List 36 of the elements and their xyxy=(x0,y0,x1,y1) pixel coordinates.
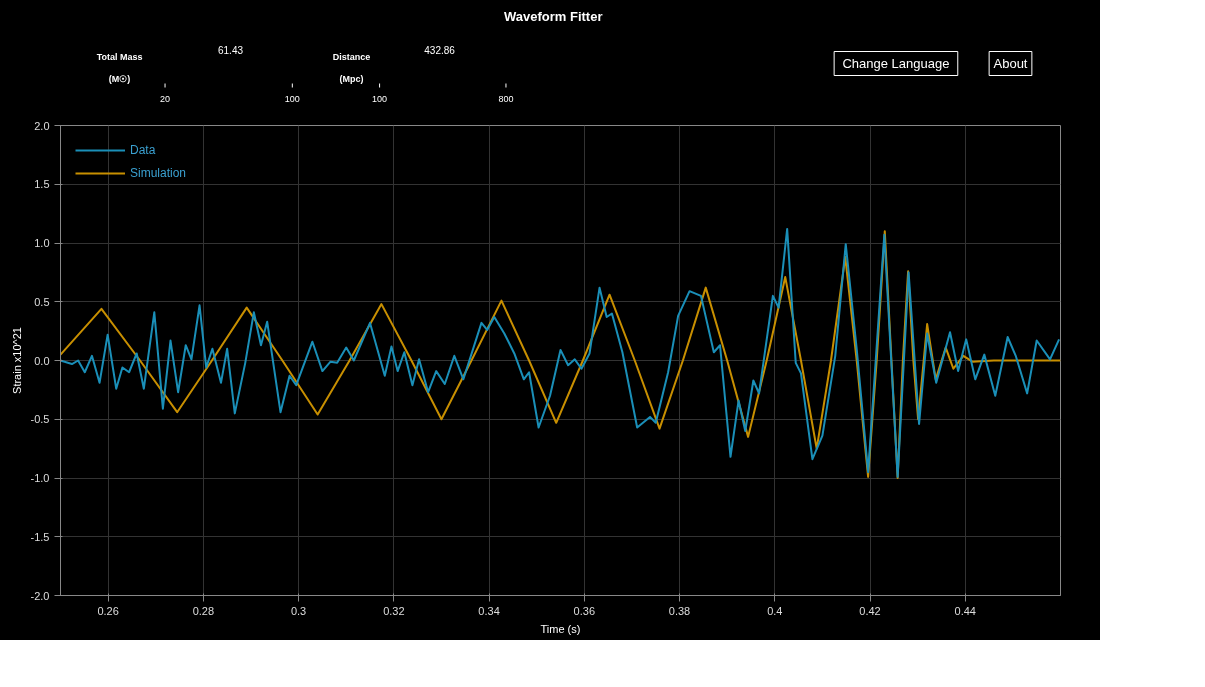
text: 100 xyxy=(284,93,300,104)
y-tick-label: 2.0 xyxy=(34,119,50,132)
x-tick-label: 0.34 xyxy=(478,604,500,617)
x-tick-label: 0.26 xyxy=(97,604,119,617)
text: Change Language xyxy=(842,56,950,71)
text: 100 xyxy=(372,93,388,104)
y-tick-label: 1.0 xyxy=(34,237,50,249)
x-tick-label: 0.38 xyxy=(668,604,691,617)
text: Distance xyxy=(332,51,371,62)
text: Total Mass xyxy=(96,51,143,62)
y-tick-label: 1.5 xyxy=(34,178,50,191)
x-tick-label: 0.36 xyxy=(573,604,596,617)
x-axis-title: Time (s) xyxy=(540,622,581,635)
y-tick-label: 0.5 xyxy=(34,295,50,308)
x-tick-label: 0.28 xyxy=(192,604,215,617)
y-tick-label: -2.0 xyxy=(30,589,50,602)
text: 61.43 xyxy=(217,44,244,56)
x-tick-label: 0.4 xyxy=(767,604,783,617)
text: (M☉) xyxy=(108,73,131,84)
x-tick-label: 0.32 xyxy=(383,604,405,617)
text: 800 xyxy=(498,93,514,104)
x-tick-label: 0.42 xyxy=(859,604,881,617)
text: 20 xyxy=(160,93,171,104)
y-tick-label: -0.5 xyxy=(30,413,50,426)
y-tick-label: -1.5 xyxy=(30,530,50,543)
y-tick-label: -1.0 xyxy=(30,472,50,484)
x-tick-label: 0.3 xyxy=(290,604,307,617)
legend-label: Simulation xyxy=(130,166,187,180)
y-tick-label: 0.0 xyxy=(34,354,50,367)
chart-title: Waveform Fitter xyxy=(503,9,603,24)
text: About xyxy=(993,56,1028,71)
y-axis-title: Strain x10^21 xyxy=(10,327,23,394)
text: (Mpc) xyxy=(339,73,364,84)
legend-label: Data xyxy=(130,143,156,157)
text: 432.86 xyxy=(424,44,456,56)
x-tick-label: 0.44 xyxy=(954,604,976,617)
